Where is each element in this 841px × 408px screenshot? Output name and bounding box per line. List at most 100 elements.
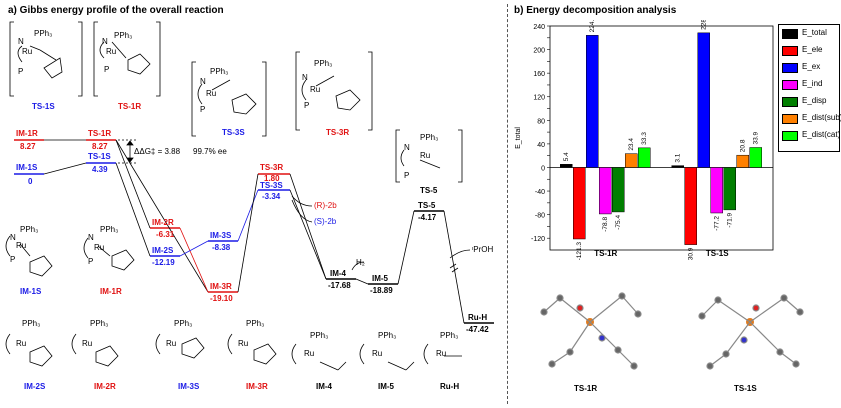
svg-text:N: N [200, 77, 206, 86]
legend-swatch [782, 131, 798, 141]
struct-label-3d-ts1s: TS-1S [734, 384, 757, 393]
data-label: 33.3 [641, 132, 648, 145]
product-r2b: (R)-2b [314, 201, 337, 210]
value-ts3r: 1.80 [264, 174, 280, 183]
svg-text:Ru: Ru [238, 339, 248, 348]
value-im3s: -8.38 [212, 243, 231, 252]
label-im1s: IM-1S [16, 163, 38, 172]
struct-label-im4: IM-4 [316, 382, 332, 391]
svg-text:PPh₃: PPh₃ [310, 331, 328, 340]
svg-text:PPh₃: PPh₃ [90, 319, 108, 328]
svg-text:N: N [88, 233, 94, 242]
product-iproh: ᶦPrOH [472, 245, 494, 254]
svg-text:Ru: Ru [304, 349, 314, 358]
legend-swatch [782, 97, 798, 107]
svg-text:P: P [18, 67, 23, 76]
bar-ts-1r-3 [599, 167, 612, 215]
svg-text:P: P [10, 255, 15, 264]
svg-text:N: N [18, 37, 24, 46]
label-im2r: IM-2R [152, 218, 174, 227]
label-im1r: IM-1R [16, 129, 38, 138]
data-label: -71.9 [726, 212, 733, 227]
svg-text:Ru: Ru [82, 339, 92, 348]
data-label: 23.4 [628, 138, 635, 151]
svg-text:PPh₃: PPh₃ [34, 29, 52, 38]
bar-ts-1r-4 [612, 167, 625, 213]
energy-profile-diagram [14, 139, 494, 324]
value-im1s: 0 [28, 177, 33, 186]
svg-text:P: P [104, 65, 109, 74]
label-im3s: IM-3S [210, 231, 232, 240]
y-tick-label: -120 [531, 236, 545, 243]
struct-label-im2s: IM-2S [24, 382, 46, 391]
legend-label: E_ele [802, 45, 823, 54]
svg-text:Ru: Ru [94, 243, 104, 252]
svg-text:Ru: Ru [16, 339, 26, 348]
struct-label-ruh: Ru-H [440, 382, 460, 391]
legend-label: E_disp [802, 96, 827, 105]
y-tick-label: 120 [533, 95, 545, 102]
product-s2b: (S)-2b [314, 217, 337, 226]
y-tick-label: 200 [533, 48, 545, 55]
legend-label: E_ind [802, 79, 823, 88]
label-im3r: IM-3R [210, 282, 232, 291]
bar-ts-1r-2 [586, 35, 599, 168]
y-tick-label: -80 [535, 213, 545, 220]
svg-text:PPh₃: PPh₃ [22, 319, 40, 328]
data-label: 33.9 [752, 131, 759, 144]
y-tick-label: 80 [537, 118, 545, 125]
value-ts3s: -3.34 [262, 192, 281, 201]
y-axis-label: E_total [515, 127, 522, 149]
data-label: 228.4 [700, 20, 707, 30]
value-im5: -18.89 [370, 286, 393, 295]
label-ruh: Ru-H [468, 313, 488, 322]
svg-text:P: P [200, 105, 205, 114]
label-im5: IM-5 [372, 274, 388, 283]
svg-text:N: N [302, 73, 308, 82]
struct-label-im3r: IM-3R [246, 382, 268, 391]
legend-label: E_dist(cat) [802, 130, 841, 139]
svg-text:PPh₃: PPh₃ [174, 319, 192, 328]
svg-text:Ru: Ru [22, 47, 32, 56]
svg-text:N: N [10, 233, 16, 242]
data-label: 5.4 [563, 152, 570, 161]
svg-text:PPh₃: PPh₃ [420, 133, 438, 142]
value-im2s: -12.19 [152, 258, 175, 267]
y-tick-label: 160 [533, 71, 545, 78]
panel-b-title: b) Energy decomposition analysis [514, 5, 677, 16]
svg-text:PPh₃: PPh₃ [246, 319, 264, 328]
svg-text:Ru: Ru [106, 47, 116, 56]
struct-label-ts5: TS-5 [420, 186, 438, 195]
legend-swatch [782, 114, 798, 124]
svg-text:Ru: Ru [420, 151, 430, 160]
svg-text:Ru: Ru [206, 89, 216, 98]
y-tick-label: 0 [541, 165, 545, 172]
svg-text:PPh₃: PPh₃ [314, 59, 332, 68]
svg-text:Ru: Ru [166, 339, 176, 348]
label-ts1s: TS-1S [88, 152, 111, 161]
struct-label-im1s: IM-1S [20, 287, 42, 296]
label-im2s: IM-2S [152, 246, 174, 255]
data-label: -75.4 [615, 215, 622, 230]
struct-label-ts3s: TS-3S [222, 128, 245, 137]
bar-ts-1s-0 [671, 165, 684, 168]
legend-swatch [782, 63, 798, 73]
svg-text:Ru: Ru [16, 241, 26, 250]
svg-text:P: P [304, 101, 309, 110]
svg-text:PPh₃: PPh₃ [100, 225, 118, 234]
value-im2r: -6.31 [156, 230, 175, 239]
y-tick-label: -40 [535, 189, 545, 196]
data-label: -130.9 [687, 247, 694, 260]
chart-legend: E_total E_ele E_ex E_ind E_disp E_dist(sub) E_… [778, 24, 841, 152]
y-tick-label: 240 [533, 24, 545, 31]
value-ts1r: 8.27 [92, 142, 108, 151]
category-label: TS-1S [706, 249, 729, 258]
data-label: -78.8 [602, 217, 609, 232]
data-label: 20.8 [739, 139, 746, 152]
bar-ts-1s-6 [749, 147, 762, 168]
bar-ts-1r-1 [573, 167, 586, 240]
struct-label-ts3r: TS-3R [326, 128, 350, 137]
data-label: 3.1 [674, 153, 681, 162]
bar-ts-1r-0 [560, 164, 573, 168]
category-label: TS-1R [594, 249, 617, 258]
